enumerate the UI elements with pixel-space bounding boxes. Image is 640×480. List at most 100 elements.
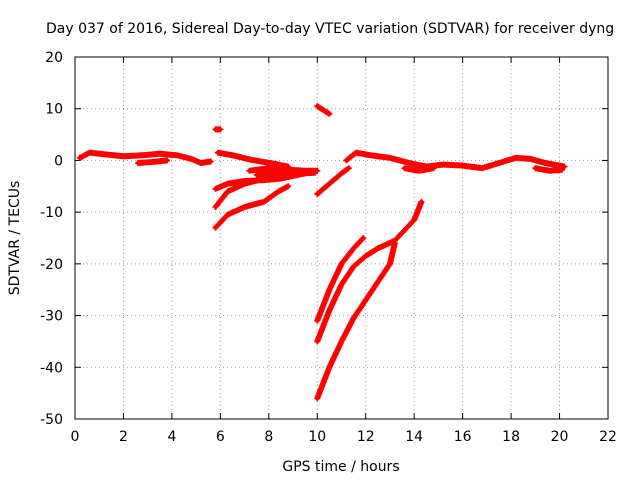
series-arc-baseline-1 [76, 149, 214, 166]
data-point [480, 166, 485, 171]
data-point [261, 199, 266, 204]
data-point [387, 155, 392, 160]
axis-ticks: 0 2 4 6 8 10 12 14 16 18 20 22 20 10 0 -10 -20 -30 -40 -50 [40, 50, 617, 445]
data-point [363, 298, 368, 303]
data-point [407, 161, 412, 166]
data-point [286, 184, 291, 189]
y-tick-label: -10 [40, 205, 63, 221]
y-tick-label: 20 [45, 50, 63, 66]
data-point [295, 171, 300, 176]
data-point [543, 161, 548, 166]
data-point [198, 161, 203, 166]
data-point [225, 181, 230, 186]
y-tick-label: -20 [40, 257, 63, 273]
series-arc-10h-e [314, 240, 398, 402]
data-point [351, 264, 356, 269]
x-tick-label: 10 [308, 429, 326, 445]
data-point [417, 168, 422, 173]
data-point [412, 217, 417, 222]
data-point [339, 261, 344, 266]
data-point [441, 162, 446, 167]
data-point [247, 168, 252, 173]
data-point [135, 161, 140, 166]
data-point [339, 339, 344, 344]
data-point [346, 166, 351, 171]
data-point [351, 316, 356, 321]
data-point [247, 157, 252, 162]
data-point [557, 163, 562, 168]
data-point [547, 168, 552, 173]
series-arc-6h-f [253, 169, 318, 178]
y-tick-label: -40 [40, 360, 63, 376]
data-point [276, 171, 281, 176]
data-point [533, 166, 538, 171]
data-point [157, 151, 162, 156]
x-tick-label: 8 [264, 429, 273, 445]
x-tick-label: 22 [599, 429, 617, 445]
data-point [368, 153, 373, 158]
data-point [225, 189, 230, 194]
data-point [327, 111, 332, 116]
data-point [363, 254, 368, 259]
data-point [266, 166, 271, 171]
data-point [402, 166, 407, 171]
data-point [327, 181, 332, 186]
grid [75, 57, 608, 419]
data-point [375, 246, 380, 251]
data-point [327, 287, 332, 292]
series-arc-baseline-2 [343, 149, 568, 172]
data-point [261, 176, 266, 181]
y-axis-label: SDTVAR / TECUs [7, 181, 23, 296]
data-point [213, 225, 218, 230]
data-point [218, 127, 223, 132]
y-tick-label: 10 [45, 102, 63, 118]
plot-frame [74, 56, 609, 420]
data-point [419, 199, 424, 204]
data-point [87, 150, 92, 155]
x-tick-label: 18 [502, 429, 520, 445]
data-point [261, 159, 266, 164]
y-tick-label: 0 [54, 153, 63, 169]
data-point [213, 204, 218, 209]
data-marker-track [314, 198, 425, 345]
data-point [213, 127, 218, 132]
data-point [351, 246, 356, 251]
data-point [513, 155, 518, 160]
data-point [339, 282, 344, 287]
y-tick-label: -50 [40, 412, 63, 428]
x-tick-label: 4 [167, 429, 176, 445]
data-point [387, 261, 392, 266]
data-point [189, 156, 194, 161]
data-point [254, 172, 259, 177]
data-point [392, 241, 397, 246]
data-point [375, 279, 380, 284]
data-point [276, 162, 281, 167]
data-point [215, 150, 220, 155]
series-arc-baseline-2c [532, 165, 565, 174]
data-point [276, 189, 281, 194]
data-point [242, 204, 247, 209]
data-point [150, 159, 155, 164]
data-point [344, 158, 349, 163]
data-point [361, 236, 366, 240]
x-tick-label: 12 [357, 429, 375, 445]
data-point [225, 212, 230, 217]
series-arc-6h-d [212, 183, 292, 231]
series-blip-6h [212, 126, 224, 133]
data-point [213, 186, 218, 191]
series-arc-10h-a [314, 103, 333, 117]
data-point [528, 156, 533, 161]
series-arc-10h-b [314, 165, 352, 197]
data-point [315, 396, 320, 401]
data-point [174, 153, 179, 158]
data-point [208, 159, 213, 164]
x-tick-label: 20 [551, 429, 569, 445]
data-point [559, 167, 564, 172]
y-tick-label: -30 [40, 309, 63, 325]
data-point [431, 166, 436, 171]
data-point [315, 339, 320, 344]
x-tick-label: 16 [454, 429, 472, 445]
data-point [339, 171, 344, 176]
data-point [102, 152, 107, 157]
